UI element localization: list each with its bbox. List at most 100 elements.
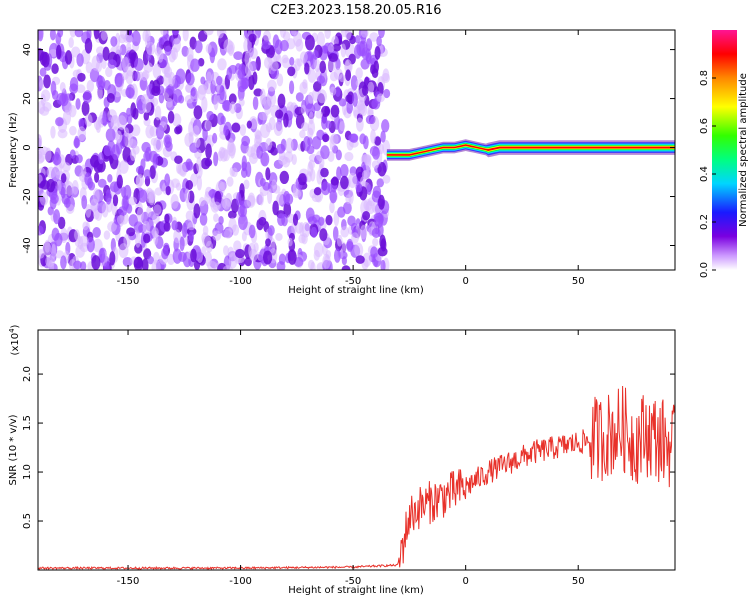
noise-blob xyxy=(168,71,176,87)
noise-blob xyxy=(293,31,303,47)
noise-blob xyxy=(383,88,391,99)
y-axis: 0.5 1.0 1.5 2.0 xyxy=(22,366,675,529)
noise-blob xyxy=(136,206,144,223)
noise-blob xyxy=(165,141,173,152)
noise-blob xyxy=(329,189,338,204)
noise-blob xyxy=(367,81,375,94)
noise-blob xyxy=(277,93,286,109)
noise-blob xyxy=(74,229,80,241)
noise-blob xyxy=(365,38,373,52)
noise-blob xyxy=(107,174,113,183)
noise-blob xyxy=(218,146,226,159)
noise-blob xyxy=(133,256,144,270)
noise-blob xyxy=(170,193,179,209)
noise-blob xyxy=(59,93,69,107)
noise-blob xyxy=(105,66,113,78)
noise-blob xyxy=(272,34,280,49)
noise-blob xyxy=(55,44,62,60)
noise-blob xyxy=(231,167,238,178)
noise-blob xyxy=(79,261,87,270)
noise-blob xyxy=(324,106,330,116)
noise-blob xyxy=(182,222,188,238)
noise-blob xyxy=(205,43,212,54)
noise-region xyxy=(38,30,391,270)
noise-blob xyxy=(116,174,123,189)
noise-blob xyxy=(50,125,56,139)
noise-blob xyxy=(60,173,67,184)
noise-blob xyxy=(54,232,63,247)
noise-blob xyxy=(256,145,264,159)
noise-blob xyxy=(142,258,149,270)
noise-blob xyxy=(143,111,150,121)
noise-blob xyxy=(75,245,85,258)
noise-blob xyxy=(77,72,86,82)
noise-blob xyxy=(175,124,183,134)
noise-blob xyxy=(76,84,86,94)
noise-blob xyxy=(164,173,171,187)
noise-blob xyxy=(362,211,371,221)
noise-blob xyxy=(97,86,103,100)
noise-blob xyxy=(80,164,87,179)
noise-blob xyxy=(236,192,242,207)
noise-blob xyxy=(307,69,317,83)
noise-blob xyxy=(313,242,324,258)
noise-blob xyxy=(38,148,46,163)
noise-blob xyxy=(355,34,361,44)
noise-blob xyxy=(265,138,273,151)
noise-blob xyxy=(370,129,376,144)
noise-blob xyxy=(259,178,266,187)
noise-blob xyxy=(81,195,88,210)
noise-blob xyxy=(381,119,390,133)
noise-blob xyxy=(279,170,290,185)
noise-blob xyxy=(241,77,249,90)
noise-blob xyxy=(194,40,203,54)
noise-blob xyxy=(186,72,195,86)
noise-blob xyxy=(320,167,329,178)
noise-blob xyxy=(330,177,339,186)
noise-blob xyxy=(38,225,44,236)
noise-blob xyxy=(60,255,67,270)
noise-blob xyxy=(103,230,111,240)
noise-blob xyxy=(371,68,379,79)
noise-blob xyxy=(352,92,358,107)
y-tick-label: 2.0 xyxy=(22,366,33,382)
noise-blob xyxy=(246,146,256,158)
y-tick-label: 0.5 xyxy=(22,513,33,529)
noise-blob xyxy=(263,99,272,115)
noise-blob xyxy=(144,33,151,48)
noise-blob xyxy=(324,30,331,39)
noise-blob xyxy=(246,195,256,208)
noise-blob xyxy=(258,216,267,226)
y-tick-label: 1.5 xyxy=(22,415,33,431)
noise-blob xyxy=(171,220,178,231)
noise-blob xyxy=(128,214,139,227)
noise-blob xyxy=(346,238,354,252)
noise-blob xyxy=(133,58,144,71)
noise-blob xyxy=(105,128,116,142)
x-tick-label: -50 xyxy=(345,276,361,287)
noise-blob xyxy=(260,152,270,167)
noise-blob xyxy=(74,135,80,149)
noise-blob xyxy=(213,213,219,223)
noise-blob xyxy=(239,124,247,137)
noise-blob xyxy=(340,163,349,178)
chart-title: C2E3.2023.158.20.05.R16 xyxy=(270,3,441,18)
noise-blob xyxy=(204,158,213,167)
noise-blob xyxy=(160,30,168,36)
noise-blob xyxy=(75,154,83,164)
noise-blob xyxy=(371,227,381,239)
noise-blob xyxy=(199,213,208,226)
noise-blob xyxy=(344,151,354,162)
noise-blob xyxy=(378,194,385,210)
noise-blob xyxy=(190,88,196,97)
noise-blob xyxy=(335,149,342,161)
noise-blob xyxy=(311,193,322,203)
noise-blob xyxy=(301,233,308,245)
noise-blob xyxy=(152,213,160,225)
noise-blob xyxy=(76,53,84,67)
x-tick-label: 50 xyxy=(572,576,585,587)
noise-blob xyxy=(380,259,386,270)
noise-blob xyxy=(283,190,291,205)
noise-blob xyxy=(187,221,196,231)
noise-blob xyxy=(161,247,169,260)
